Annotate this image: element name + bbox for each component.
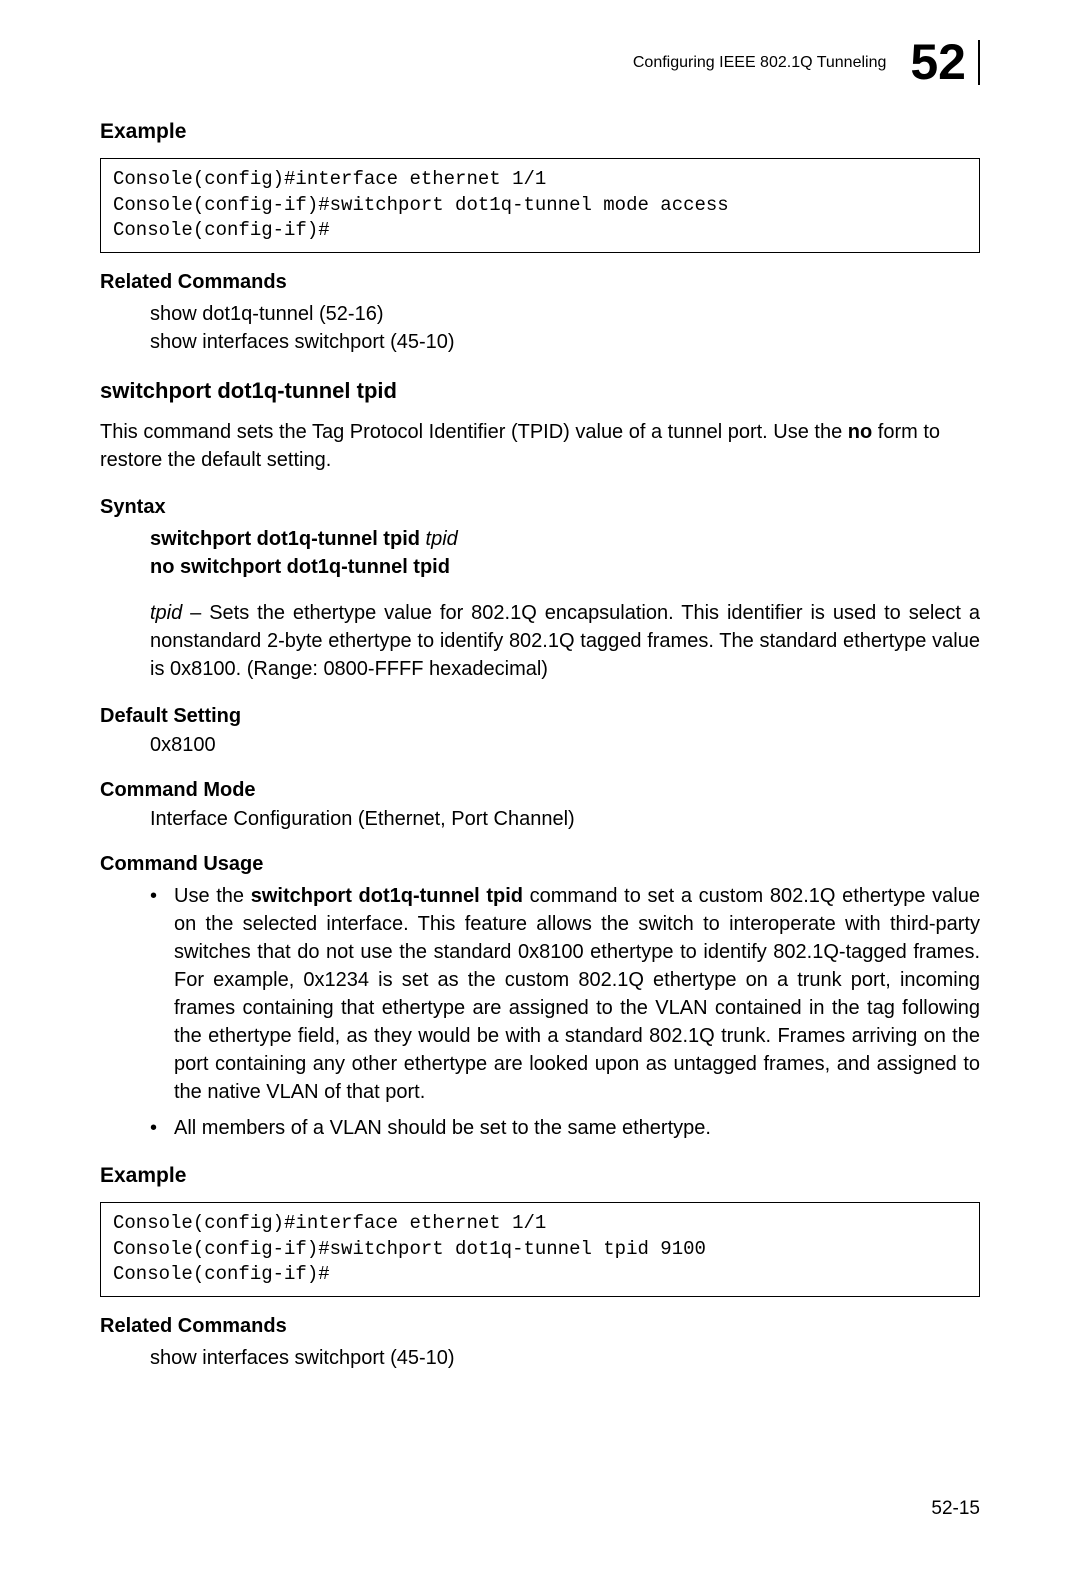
syntax-line-2: no switchport dot1q-tunnel tpid: [150, 553, 980, 581]
usage-post: command to set a custom 802.1Q ethertype…: [174, 885, 980, 1103]
desc-bold: no: [848, 421, 872, 443]
default-setting-value: 0x8100: [100, 734, 980, 757]
syntax-line-1: switchport dot1q-tunnel tpid tpid: [150, 525, 980, 553]
command-description: This command sets the Tag Protocol Ident…: [100, 418, 980, 474]
command-mode-heading: Command Mode: [100, 779, 980, 802]
example-heading: Example: [100, 120, 980, 144]
desc-pre: This command sets the Tag Protocol Ident…: [100, 421, 848, 443]
default-setting-heading: Default Setting: [100, 705, 980, 728]
related-commands-list: show dot1q-tunnel (52-16) show interface…: [100, 300, 980, 356]
bullet-icon: •: [150, 1114, 174, 1142]
command-usage-heading: Command Usage: [100, 853, 980, 876]
usage-bullet-2: • All members of a VLAN should be set to…: [150, 1114, 980, 1142]
example2-heading: Example: [100, 1164, 980, 1188]
usage-pre: Use the: [174, 885, 251, 907]
chapter-number: 52: [910, 40, 980, 85]
code-example-1: Console(config)#interface ethernet 1/1 C…: [100, 158, 980, 253]
command-mode-value: Interface Configuration (Ethernet, Port …: [100, 808, 980, 831]
parameter-description: tpid – Sets the ethertype value for 802.…: [100, 599, 980, 683]
code-example-2: Console(config)#interface ethernet 1/1 C…: [100, 1202, 980, 1297]
usage-bold: switchport dot1q-tunnel tpid: [251, 885, 523, 907]
param-text: – Sets the ethertype value for 802.1Q en…: [150, 602, 980, 680]
related2-heading: Related Commands: [100, 1315, 980, 1338]
bullet-text-2: All members of a VLAN should be set to t…: [174, 1114, 980, 1142]
related-commands-heading: Related Commands: [100, 271, 980, 294]
page-number: 52-15: [931, 1498, 980, 1520]
syntax-heading: Syntax: [100, 496, 980, 519]
related2-list: show interfaces switchport (45-10): [100, 1344, 980, 1372]
usage-bullet-1: • Use the switchport dot1q-tunnel tpid c…: [150, 882, 980, 1106]
page-header: Configuring IEEE 802.1Q Tunneling 52: [100, 40, 980, 85]
param-name: tpid: [150, 602, 182, 624]
bullet-text-1: Use the switchport dot1q-tunnel tpid com…: [174, 882, 980, 1106]
syntax-param: tpid: [420, 528, 458, 550]
syntax-cmd: switchport dot1q-tunnel tpid: [150, 528, 420, 550]
usage-bullets: • Use the switchport dot1q-tunnel tpid c…: [100, 882, 980, 1142]
bullet-icon: •: [150, 882, 174, 1106]
command-name-heading: switchport dot1q-tunnel tpid: [100, 378, 980, 404]
syntax-block: switchport dot1q-tunnel tpid tpid no swi…: [100, 525, 980, 581]
header-title: Configuring IEEE 802.1Q Tunneling: [633, 54, 887, 72]
